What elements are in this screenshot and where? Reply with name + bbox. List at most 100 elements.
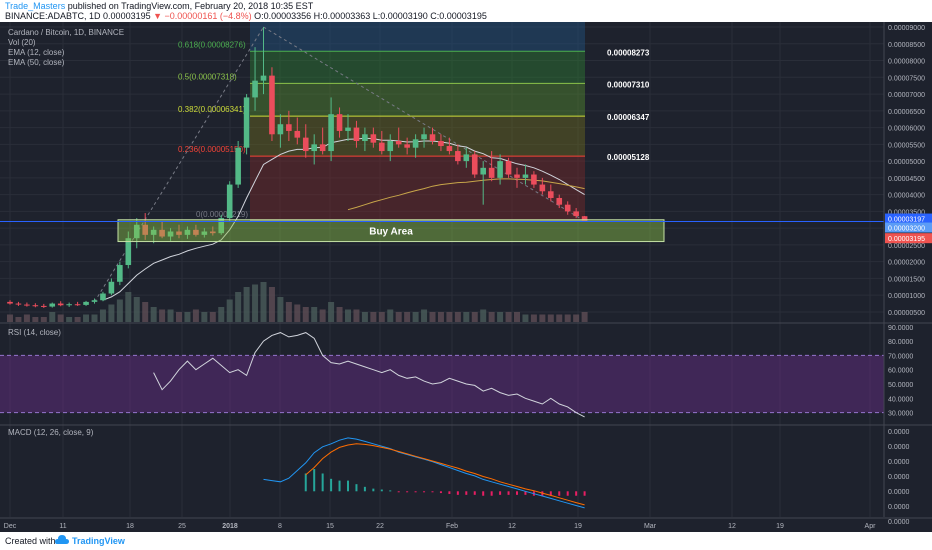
price-tick-label: 0.00005000 [888, 159, 925, 166]
volume-bar [471, 312, 478, 322]
volume-bar [454, 312, 461, 322]
volume-bar [209, 312, 216, 322]
volume-bar [252, 284, 259, 322]
volume-bar [378, 312, 385, 322]
macd-histogram-bar [338, 480, 341, 492]
volume-bar [336, 307, 343, 322]
fib-price-label: 0.00008273 [607, 48, 650, 57]
time-tick-label: 15 [326, 523, 334, 530]
candle-body [370, 134, 377, 143]
legend-title: Cardano / Bitcoin, 1D, BINANCE [8, 28, 124, 37]
time-tick-label: 12 [508, 523, 516, 530]
candle-body [573, 211, 579, 217]
candle-body [133, 224, 140, 239]
volume-bar [446, 312, 453, 322]
candle-body [438, 140, 444, 147]
macd-histogram-bar [507, 491, 510, 495]
volume-bar [125, 292, 132, 322]
candle-body [150, 229, 157, 235]
fib-level-label: 0.5(0.00007318) [178, 72, 237, 81]
chart-canvas[interactable]: 0.618(0.00008276) 0.00008273 0.5(0.0000731… [0, 22, 932, 532]
time-tick-label: 19 [776, 523, 784, 530]
volume-bar [243, 287, 250, 322]
macd-histogram-bar [355, 484, 358, 492]
macd-histogram-bar [423, 491, 426, 493]
author-link[interactable]: Trade_Masters [5, 1, 66, 11]
buy-area[interactable]: Buy Area [117, 219, 665, 243]
macd-tick-label: 0.0000 [888, 504, 910, 511]
tradingview-brand[interactable]: TradingView [72, 536, 125, 546]
legend-macd: MACD (12, 26, close, 9) [8, 428, 94, 437]
time-tick-label: 2018 [222, 523, 238, 530]
candle-body [66, 304, 72, 306]
macd-histogram-bar [566, 491, 569, 496]
macd-histogram-bar [389, 490, 392, 492]
candle-body [235, 147, 241, 185]
volume-bar [328, 302, 335, 322]
volume-bar [404, 312, 411, 322]
macd-histogram-bar [304, 473, 307, 492]
candle-body [294, 130, 301, 138]
tradingview-cloud-icon [55, 535, 69, 544]
price-tick-label: 0.00008500 [888, 42, 925, 49]
macd-tick-label: 0.0000 [888, 519, 910, 526]
candle-body [117, 265, 123, 282]
macd-histogram-bar [414, 491, 417, 493]
candle-body [201, 231, 208, 235]
candle-body [404, 144, 410, 148]
candle-body [463, 154, 470, 162]
candle-body [548, 191, 554, 198]
price-tag-label: 0.00003195 [888, 236, 925, 243]
volume-bar [108, 304, 115, 322]
volume-bar [488, 312, 495, 322]
macd-histogram-bar [313, 469, 316, 492]
macd-line [263, 437, 585, 509]
volume-bar [497, 312, 504, 322]
volume-bar [302, 307, 309, 322]
volume-bar [429, 312, 436, 322]
time-tick-label: 12 [728, 523, 736, 530]
legend-ema50: EMA (50, close) [8, 58, 65, 67]
volume-bar [530, 314, 537, 322]
ema12-line [102, 137, 585, 301]
price-tick-label: 0.00005500 [888, 142, 925, 149]
legend-rsi: RSI (14, close) [8, 328, 61, 337]
volume-bar [260, 282, 267, 322]
price-tick-label: 0.00006500 [888, 109, 925, 116]
fib-zone [250, 156, 585, 221]
symbol-label: BINANCE:ADABTC, 1D [5, 11, 101, 21]
volume-bar [319, 309, 326, 322]
footer: Created with TradingView [0, 532, 932, 550]
rsi-band-fill [0, 355, 884, 413]
macd-pane: 0.0000 0.0000 0.0000 0.0000 0.0000 0.0000 0.00… [0, 424, 932, 526]
price-tick-label: 0.00009000 [888, 25, 925, 32]
volume-bar [83, 314, 90, 322]
volume-bar [345, 309, 351, 322]
fib-zone [250, 116, 585, 157]
macd-tick-label: 0.0000 [888, 474, 910, 481]
volume-bar [573, 314, 580, 322]
candle-body [336, 114, 343, 131]
time-tick-label: 25 [178, 523, 186, 530]
volume-bar [167, 309, 174, 322]
candle-body [455, 151, 461, 162]
ohlc-values: O:0.00003356 H:0.00003363 L:0.00003190 C… [254, 11, 487, 21]
volume-bar [556, 314, 563, 322]
fibonacci-retracement[interactable]: 0.618(0.00008276) 0.00008273 0.5(0.0000731… [94, 22, 650, 303]
volume-bar [150, 307, 157, 322]
price-tick-label: 0.00000500 [888, 310, 925, 317]
candle-body [319, 144, 326, 152]
candle-body [57, 303, 64, 306]
candle-body [277, 124, 284, 135]
price-tick-label: 0.00007000 [888, 92, 925, 99]
legend-vol: Vol (20) [8, 38, 36, 47]
volume-bar [23, 314, 30, 322]
candle-body [395, 140, 402, 145]
macd-histogram-bar [456, 491, 459, 495]
time-tick-label: Mar [644, 523, 657, 530]
price-tick-label: 0.00008000 [888, 59, 925, 66]
candle-body [15, 303, 22, 305]
candle-body [471, 154, 478, 175]
candle-body [108, 281, 115, 294]
time-tick-label: Feb [446, 523, 458, 530]
